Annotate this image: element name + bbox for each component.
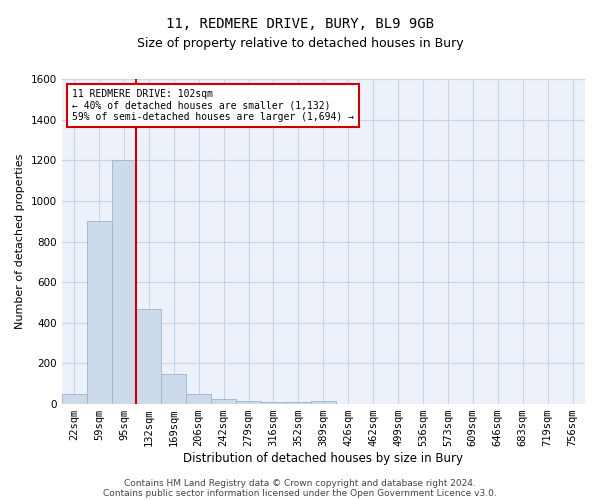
Bar [186,394,211,404]
Bar [286,402,311,404]
Bar [62,394,86,404]
Bar [236,401,261,404]
Bar [161,374,186,404]
Text: Contains public sector information licensed under the Open Government Licence v3: Contains public sector information licen… [103,488,497,498]
Text: Contains HM Land Registry data © Crown copyright and database right 2024.: Contains HM Land Registry data © Crown c… [124,478,476,488]
Y-axis label: Number of detached properties: Number of detached properties [15,154,25,329]
Bar [86,221,112,404]
X-axis label: Distribution of detached houses by size in Bury: Distribution of detached houses by size … [184,452,463,465]
Bar [136,308,161,404]
Bar [112,160,136,404]
Text: Size of property relative to detached houses in Bury: Size of property relative to detached ho… [137,38,463,51]
Bar [311,401,336,404]
Bar [261,402,286,404]
Bar [211,399,236,404]
Text: 11, REDMERE DRIVE, BURY, BL9 9GB: 11, REDMERE DRIVE, BURY, BL9 9GB [166,18,434,32]
Text: 11 REDMERE DRIVE: 102sqm
← 40% of detached houses are smaller (1,132)
59% of sem: 11 REDMERE DRIVE: 102sqm ← 40% of detach… [72,89,354,122]
